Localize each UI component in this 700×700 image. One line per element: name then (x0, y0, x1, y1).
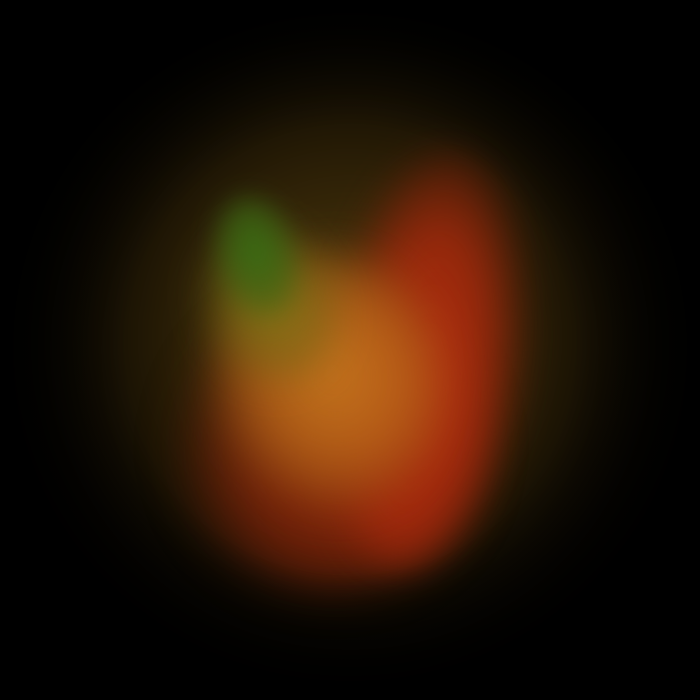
golden-core-glow (177, 218, 483, 542)
amber-halo (20, 30, 680, 670)
red-lower-glow (180, 300, 480, 590)
olive-transition-glow (177, 205, 363, 405)
red-right-lobe (301, 138, 549, 582)
green-spot (200, 186, 315, 329)
